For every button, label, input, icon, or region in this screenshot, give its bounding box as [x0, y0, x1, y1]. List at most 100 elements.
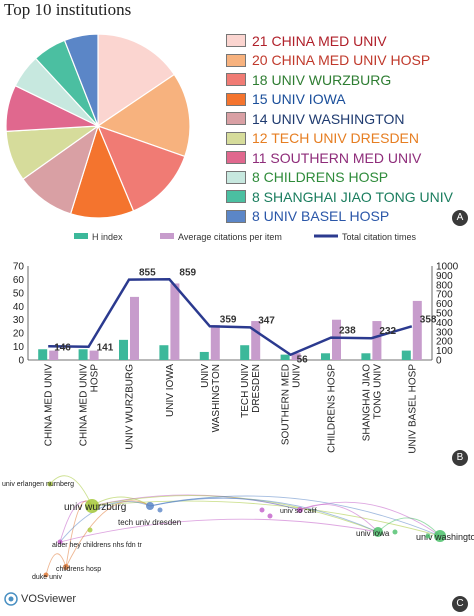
line-data-label: 56: [297, 355, 309, 366]
pie-slice: [63, 33, 99, 127]
network-minor-node: [157, 507, 163, 513]
right-tick-label: 1000: [436, 262, 459, 273]
category-label-line: TECH UNIV: [240, 364, 251, 418]
network-node-label: univ so calif: [280, 508, 317, 515]
pie-slice: [69, 124, 135, 219]
category-label: SHANGHAI JIAO TONG UNIV: [361, 364, 383, 442]
right-tick-label: 600: [436, 299, 453, 310]
legend-swatch: [160, 233, 174, 239]
category-label-line: CHINA MED UNIV: [44, 364, 55, 447]
avg-citations-bar: [49, 350, 59, 360]
right-tick-label: 800: [436, 280, 453, 291]
left-tick-label: 20: [13, 329, 25, 340]
network-minor-node: [425, 533, 431, 539]
network-node-label: tech univ dresden: [118, 518, 181, 527]
pie-legend-swatch: [226, 34, 246, 48]
line-data-label: 146: [54, 342, 71, 353]
pie-slice: [96, 124, 186, 212]
network-node: [47, 481, 53, 487]
avg-citations-bar: [291, 353, 301, 360]
combo-legend: H index Average citations per item Total c…: [74, 232, 417, 242]
pie-chart-title: Top 10 institutions: [4, 0, 132, 19]
right-tick-label: 0: [436, 356, 442, 367]
category-label-line: SOUTHERN MED: [281, 364, 292, 445]
network-minor-node: [392, 529, 398, 535]
network-node-label: univ erlangen nurnberg: [2, 481, 74, 488]
h-index-bar: [361, 353, 371, 360]
pie-legend-label: 12 TECH UNIV DRESDEN: [252, 130, 420, 147]
category-label: UNIV WURZBURG: [125, 364, 136, 450]
h-index-bar: [78, 349, 88, 360]
pie-legend-item: 8 CHILDRENS HOSP: [226, 168, 453, 188]
h-index-bar: [199, 351, 209, 360]
network-minor-node: [259, 507, 265, 513]
left-tick-label: 40: [13, 302, 25, 313]
h-index-bar: [159, 345, 169, 360]
network-map: univ erlangen nurnberg univ wurzburg tech …: [2, 475, 474, 581]
category-label-line: UNIV BASEL HOSP: [407, 364, 418, 454]
network-edge: [299, 501, 441, 537]
left-tick-label: 60: [13, 275, 25, 286]
pie-chart: [5, 33, 191, 219]
category-label-line: SHANGHAI JIAO: [361, 364, 372, 441]
vosviewer-logo: VOSviewer: [4, 592, 76, 606]
network-edge: [91, 495, 379, 533]
h-index-bar: [240, 345, 250, 360]
pie-legend-swatch: [226, 92, 246, 106]
avg-citations-bar: [412, 300, 422, 360]
avg-citations-bar: [89, 350, 99, 360]
panel-c-network: univ erlangen nurnberg univ wurzburg tech …: [0, 470, 474, 616]
line-data-label: 347: [258, 315, 275, 326]
left-tick-label: 50: [13, 288, 25, 299]
network-node: [43, 572, 49, 578]
network-edge: [65, 500, 151, 568]
pie-legend-label: 8 UNIV BASEL HOSP: [252, 208, 390, 225]
network-edge: [149, 497, 301, 511]
pie-legend-swatch: [226, 73, 246, 87]
pie-legend-swatch: [226, 131, 246, 145]
network-edge: [377, 517, 441, 537]
pie-legend-label: 14 UNIV WASHINGTON: [252, 110, 405, 127]
avg-citations-bar: [372, 321, 382, 360]
network-edge: [49, 475, 93, 507]
category-label-line: DRESDEN: [251, 364, 262, 413]
pie-legend-label: 8 SHANGHAI JIAO TONG UNIV: [252, 188, 453, 205]
pie-legend-label: 21 CHINA MED UNIV: [252, 32, 387, 49]
network-node: [57, 539, 63, 545]
network-edge: [299, 503, 379, 533]
legend-label: Average citations per item: [178, 232, 282, 242]
pie-legend-label: 18 UNIV WURZBURG: [252, 71, 392, 88]
panel-b-combo-chart: H index Average citations per item Total c…: [0, 232, 474, 470]
line-data-label: 232: [379, 326, 396, 337]
right-tick-label: 100: [436, 346, 453, 357]
left-tick-label: 10: [13, 342, 25, 353]
right-tick-label: 900: [436, 271, 453, 282]
category-label-line: CHILDRENS HOSP: [327, 364, 338, 453]
network-node: [63, 564, 69, 570]
pie-legend-item: 8 UNIV BASEL HOSP: [226, 207, 453, 227]
category-label: UNIV WASHINGTON: [200, 364, 222, 433]
avg-citations-bar: [210, 325, 220, 360]
pie-legend-swatch: [226, 112, 246, 126]
right-tick-label: 500: [436, 309, 453, 320]
pie-legend-item: 11 SOUTHERN MED UNIV: [226, 148, 453, 168]
total-citations-line: [48, 277, 413, 357]
pie-legend-item: 15 UNIV IOWA: [226, 90, 453, 110]
right-tick-label: 700: [436, 290, 453, 301]
network-node-label: univ washington: [416, 532, 474, 542]
category-label: CHINA MED UNIV: [44, 364, 55, 447]
pie-legend: 21 CHINA MED UNIV 20 CHINA MED UNIV HOSP 1…: [226, 31, 453, 226]
pie-slice: [96, 73, 191, 158]
avg-citations-bar: [170, 283, 180, 360]
pie-legend-swatch: [226, 190, 246, 204]
pie-legend-label: 20 CHINA MED UNIV HOSP: [252, 52, 431, 69]
category-label-line: TONG UNIV: [372, 364, 383, 420]
right-tick-label: 200: [436, 337, 453, 348]
pie-legend-swatch: [226, 170, 246, 184]
network-node-label: childrens hosp: [56, 566, 101, 573]
pie-legend-item: 8 SHANGHAI JIAO TONG UNIV: [226, 187, 453, 207]
network-edge: [149, 497, 379, 533]
category-label: CHINA MED UNIV HOSP: [79, 364, 101, 447]
network-node-label: univ wurzburg: [64, 502, 126, 513]
h-index-bar: [401, 350, 411, 360]
